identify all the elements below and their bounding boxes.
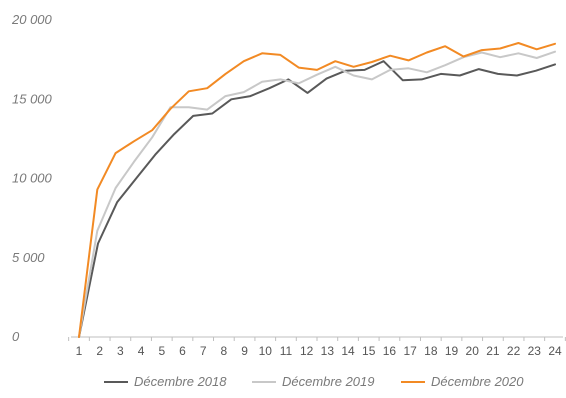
x-tick-label: 14	[341, 344, 355, 358]
x-tick-label: 16	[383, 344, 397, 358]
x-tick-label: 18	[424, 344, 438, 358]
series-line	[78, 50, 556, 338]
x-tick-label: 1	[76, 344, 83, 358]
x-tick-label: 7	[200, 344, 207, 358]
x-tick-label: 17	[403, 344, 417, 358]
series-lines	[78, 42, 556, 338]
x-tick-label: 13	[321, 344, 335, 358]
y-tick-label: 0	[12, 329, 20, 344]
x-tick-label: 5	[158, 344, 165, 358]
legend-label: Décembre 2019	[282, 374, 375, 389]
x-tick-label: 22	[507, 344, 521, 358]
legend-label: Décembre 2018	[134, 374, 227, 389]
y-tick-label: 15 000	[12, 91, 53, 106]
x-axis-labels: 1 2 3 4 5 6 7 8 9 10 11 12 13 14 15 16 17 18 19 20 21 22 23 24	[76, 344, 562, 358]
x-tick-label: 15	[362, 344, 376, 358]
x-tick-label: 4	[138, 344, 145, 358]
x-tick-label: 20	[466, 344, 480, 358]
x-tick-label: 2	[96, 344, 103, 358]
y-axis-labels: 0 5 000 10 000 15 000 20 000	[11, 12, 53, 344]
x-tick-label: 24	[548, 344, 562, 358]
x-tick-label: 9	[241, 344, 248, 358]
x-tick-label: 11	[280, 344, 293, 358]
x-tick-label: 10	[259, 344, 273, 358]
y-tick-label: 5 000	[12, 250, 45, 265]
y-tick-label: 10 000	[12, 171, 53, 186]
x-axis-ticks	[68, 337, 566, 341]
x-tick-label: 21	[486, 344, 500, 358]
x-tick-label: 12	[300, 344, 314, 358]
legend-label: Décembre 2020	[431, 374, 524, 389]
series-line	[78, 60, 556, 338]
legend: Décembre 2018 Décembre 2019 Décembre 2020	[104, 374, 524, 389]
x-tick-label: 8	[221, 344, 228, 358]
y-tick-label: 20 000	[11, 12, 53, 27]
x-tick-label: 19	[445, 344, 459, 358]
x-tick-label: 6	[179, 344, 186, 358]
x-tick-label: 3	[117, 344, 124, 358]
x-tick-label: 23	[528, 344, 542, 358]
series-line	[78, 42, 556, 338]
